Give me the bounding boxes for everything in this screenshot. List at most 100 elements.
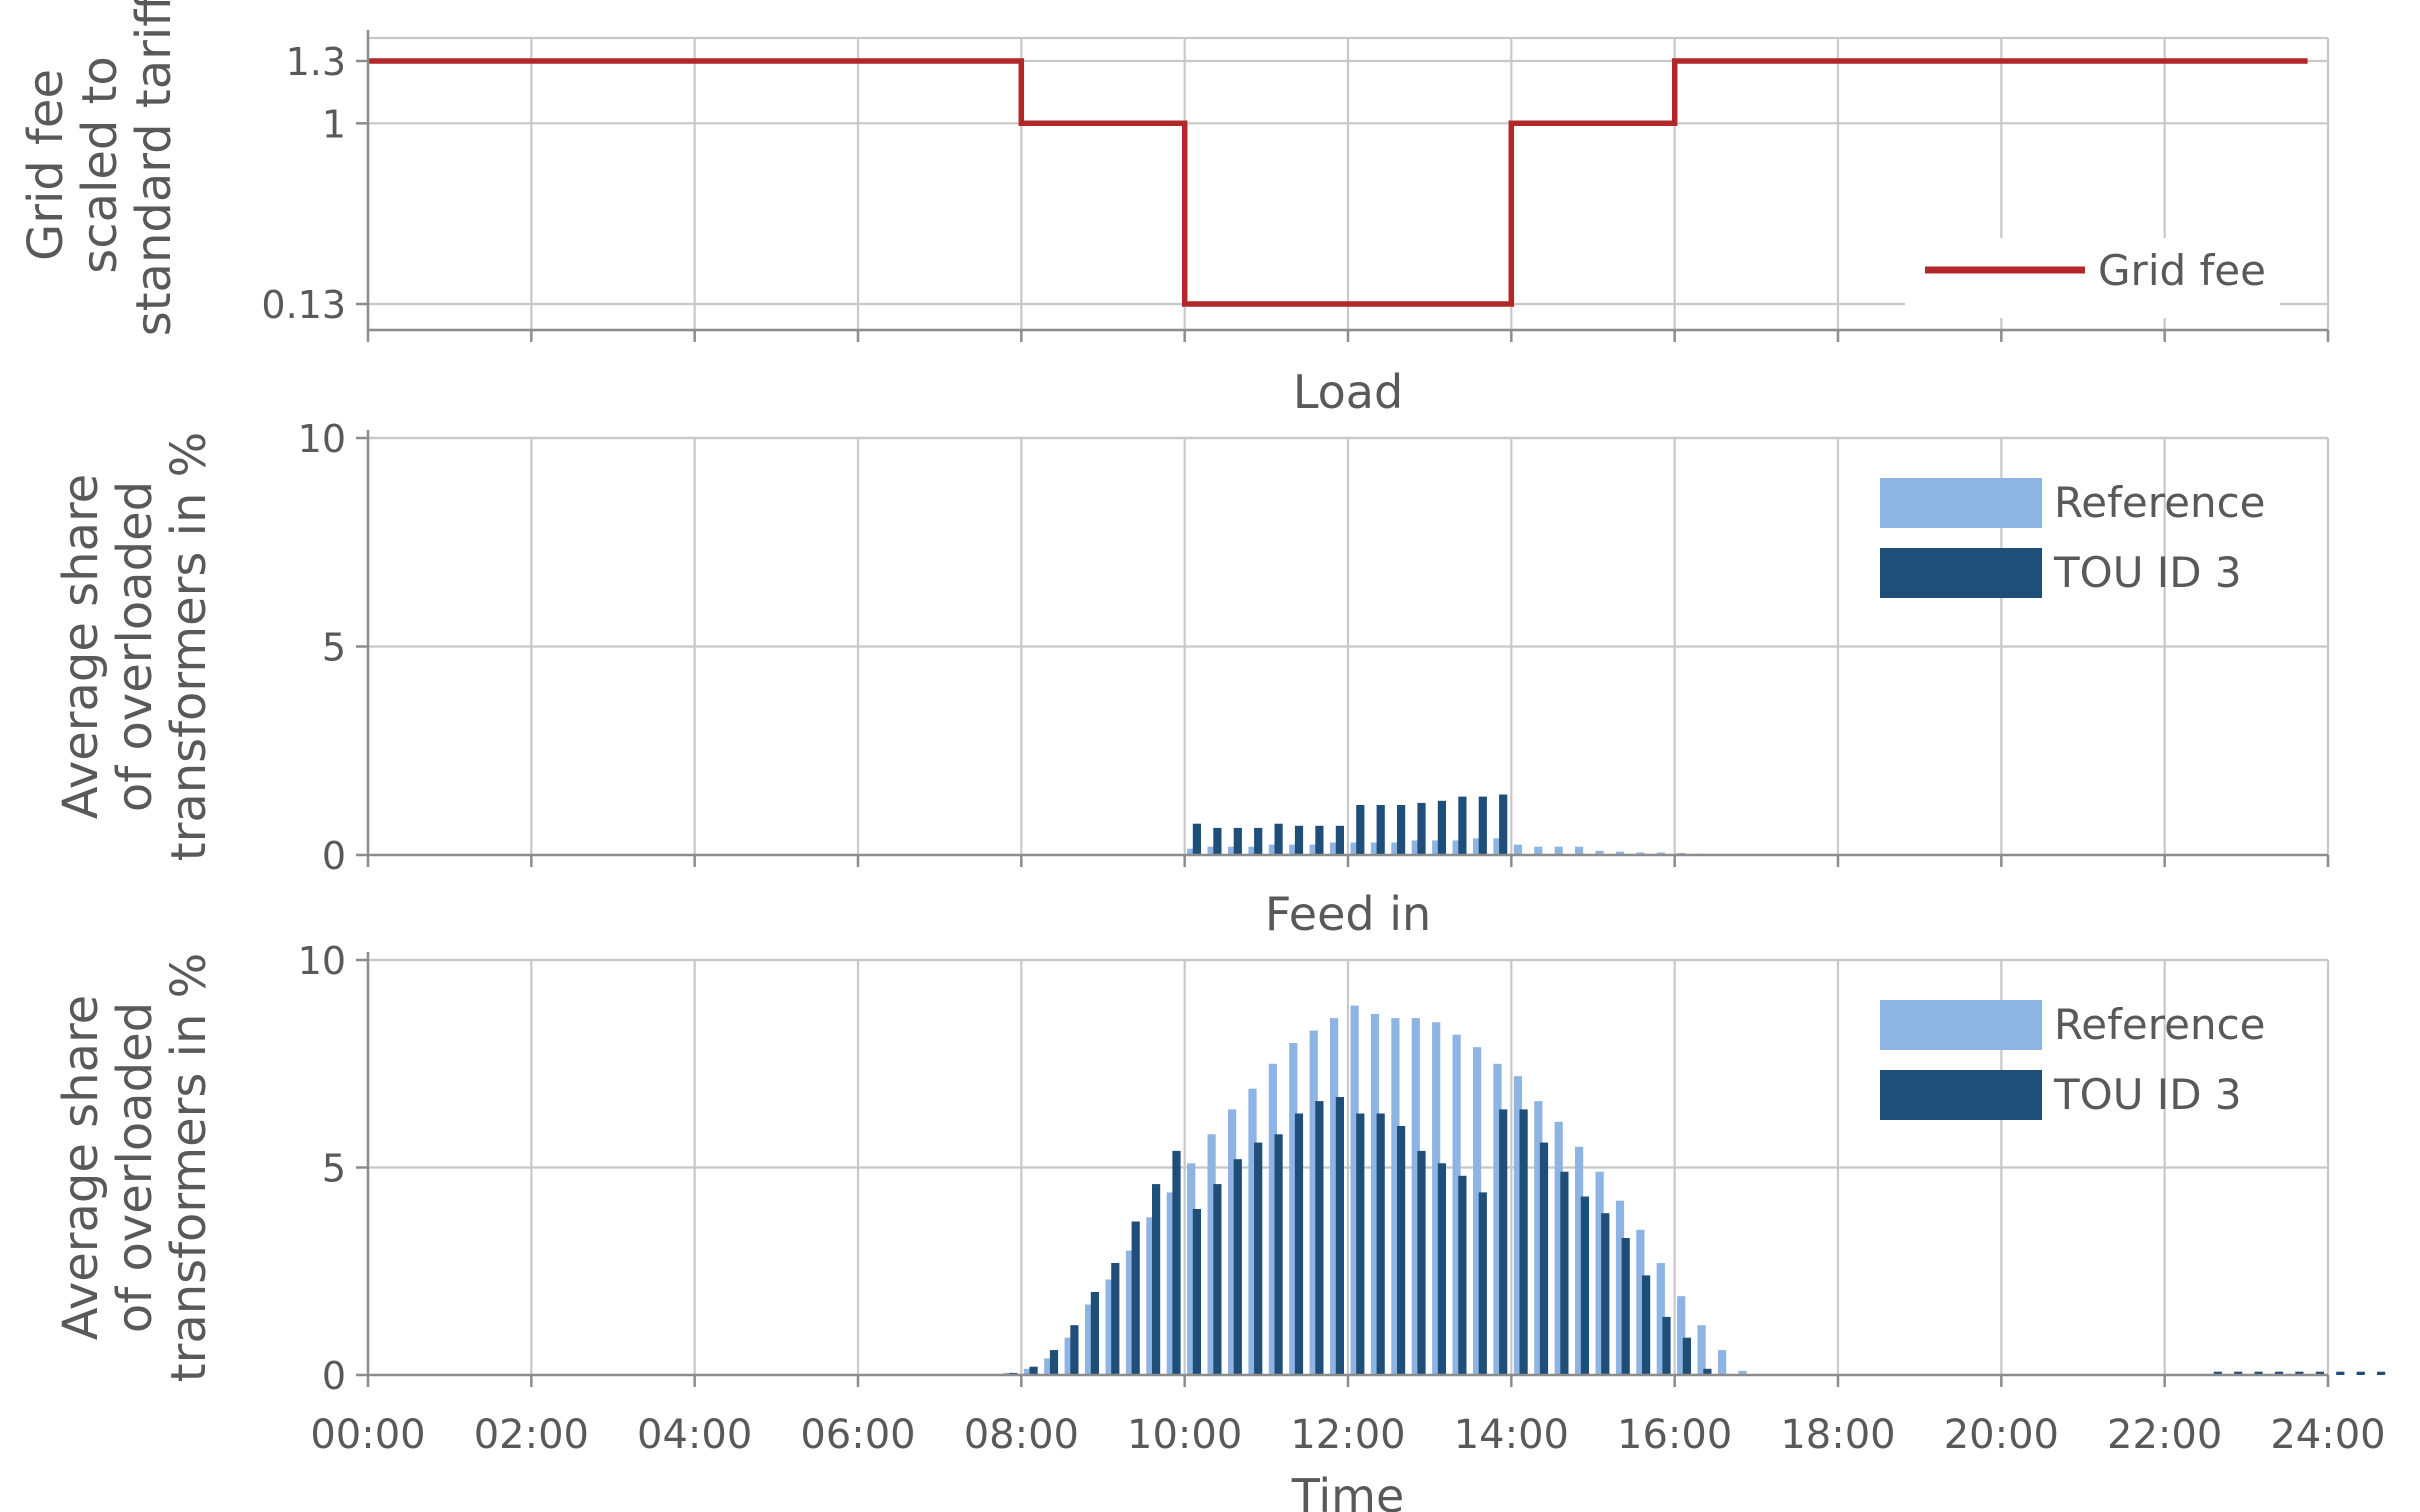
bar-tou-id-3 bbox=[1356, 805, 1365, 855]
bar-reference bbox=[1513, 844, 1522, 855]
x-tick-label: 22:00 bbox=[2107, 1412, 2222, 1458]
legend-label: TOU ID 3 bbox=[2053, 1070, 2242, 1119]
y-axis-title-line: standard tariff bbox=[126, 0, 182, 336]
bar-tou-id-3 bbox=[1049, 1350, 1059, 1375]
bar-reference bbox=[1268, 1063, 1277, 1376]
bar-tou-id-3 bbox=[1539, 1142, 1549, 1375]
bar-tou-id-3 bbox=[1478, 1192, 1487, 1375]
bar-tou-id-3 bbox=[1172, 1150, 1181, 1375]
bar-tou-id-3 bbox=[1682, 1337, 1691, 1375]
bar-reference bbox=[1615, 851, 1625, 855]
x-tick-label: 10:00 bbox=[1127, 1412, 1242, 1458]
x-tick-label: 04:00 bbox=[637, 1412, 752, 1458]
legend-swatch bbox=[1880, 478, 2042, 528]
legend: Reference TOU ID 3 bbox=[1880, 1000, 2266, 1120]
bar-reference bbox=[1697, 1325, 1706, 1375]
bar-tou-id-3 bbox=[1703, 1368, 1712, 1375]
y-tick-label: 10 bbox=[298, 939, 346, 983]
bar-reference bbox=[1432, 1022, 1441, 1376]
y-tick-label: 1.3 bbox=[286, 40, 346, 84]
legend-label: TOU ID 3 bbox=[2053, 548, 2242, 597]
bar-reference bbox=[1473, 838, 1482, 855]
y-axis-title-line: transformers in % bbox=[161, 953, 217, 1382]
y-axis-title-line: scaled to bbox=[72, 56, 128, 274]
bar-reference bbox=[1432, 840, 1441, 855]
bar-tou-id-3 bbox=[2274, 1371, 2284, 1375]
bar-reference bbox=[1105, 1279, 1114, 1375]
bar-reference bbox=[1268, 844, 1277, 855]
panel-feed-in: 0 5 10 00:00 02:00 04:00 06:00 08:00 10:00 12:00 1… bbox=[53, 887, 2386, 1512]
bar-reference bbox=[1370, 1014, 1380, 1375]
bar-reference bbox=[1309, 844, 1318, 855]
bar-tou-id-3 bbox=[1213, 1184, 1222, 1375]
x-tick-label: 20:00 bbox=[1944, 1412, 2059, 1458]
bar-reference bbox=[1554, 846, 1563, 855]
legend-label: Reference bbox=[2054, 1000, 2266, 1049]
bar-reference bbox=[1391, 842, 1400, 855]
bar-reference bbox=[1411, 840, 1420, 855]
bar-reference bbox=[1146, 1217, 1155, 1375]
bar-tou-id-3 bbox=[2213, 1371, 2222, 1375]
bar-tou-id-3 bbox=[2336, 1371, 2345, 1375]
bar-tou-id-3 bbox=[1560, 1171, 1569, 1375]
bar-reference bbox=[1575, 846, 1584, 855]
bar-reference bbox=[1554, 1121, 1563, 1375]
bar-reference bbox=[1370, 842, 1380, 855]
bar-tou-id-3 bbox=[1233, 827, 1242, 855]
legend-swatch bbox=[1880, 1000, 2042, 1050]
bar-reference bbox=[1595, 850, 1604, 855]
bar-tou-id-3 bbox=[1254, 827, 1263, 855]
bar-tou-id-3 bbox=[1458, 1175, 1467, 1375]
legend: Grid fee bbox=[1905, 238, 2280, 318]
y-tick-label: 5 bbox=[322, 626, 346, 670]
bar-reference bbox=[1207, 1134, 1216, 1375]
y-tick-label: 1 bbox=[322, 102, 346, 146]
panel-title: Feed in bbox=[1265, 887, 1431, 941]
bar-reference bbox=[1166, 1192, 1175, 1375]
bar-tou-id-3 bbox=[1152, 1184, 1161, 1375]
x-tick-label: 24:00 bbox=[2270, 1412, 2385, 1458]
bar-tou-id-3 bbox=[2356, 1371, 2365, 1375]
bar-tou-id-3 bbox=[1274, 823, 1283, 855]
bar-tou-id-3 bbox=[1315, 825, 1324, 855]
bar-tou-id-3 bbox=[1192, 823, 1201, 855]
bar-reference bbox=[1085, 1304, 1094, 1375]
bar-tou-id-3 bbox=[1233, 1159, 1242, 1375]
bar-tou-id-3 bbox=[2234, 1371, 2243, 1375]
y-axis-title-line: of overloaded bbox=[107, 481, 163, 812]
bar-reference bbox=[1228, 846, 1237, 855]
legend: Reference TOU ID 3 bbox=[1880, 478, 2266, 598]
bar-reference bbox=[1350, 842, 1359, 855]
bar-reference bbox=[1289, 844, 1298, 855]
y-axis-title-line: of overloaded bbox=[107, 1002, 163, 1333]
bar-tou-id-3 bbox=[1499, 794, 1508, 855]
bar-tou-id-3 bbox=[1192, 1209, 1201, 1375]
bar-tou-id-3 bbox=[1376, 1113, 1385, 1375]
bar-reference bbox=[1615, 1200, 1625, 1375]
bar-reference bbox=[1064, 1337, 1073, 1375]
bar-tou-id-3 bbox=[1335, 1097, 1344, 1375]
panel-title: Load bbox=[1293, 365, 1403, 419]
x-tick-label: 12:00 bbox=[1290, 1412, 1405, 1458]
bar-reference bbox=[1289, 1043, 1298, 1375]
bar-tou-id-3 bbox=[2377, 1371, 2386, 1375]
bar-tou-id-3 bbox=[1213, 827, 1222, 855]
bar-reference bbox=[1248, 1088, 1257, 1375]
bar-reference bbox=[1534, 846, 1543, 855]
bar-reference bbox=[1718, 1350, 1727, 1375]
bar-reference bbox=[1228, 1109, 1237, 1375]
bar-tou-id-3 bbox=[1662, 1316, 1671, 1375]
bar-reference bbox=[1330, 842, 1339, 855]
x-axis-title: Time bbox=[1291, 1469, 1405, 1512]
bar-tou-id-3 bbox=[1254, 1142, 1263, 1375]
bar-tou-id-3 bbox=[1294, 825, 1304, 855]
bar-reference bbox=[1513, 1076, 1522, 1375]
bar-tou-id-3 bbox=[1029, 1366, 1038, 1375]
series-line-grid-fee bbox=[368, 58, 2308, 307]
y-tick-label: 10 bbox=[298, 417, 346, 461]
bar-tou-id-3 bbox=[1131, 1221, 1140, 1375]
